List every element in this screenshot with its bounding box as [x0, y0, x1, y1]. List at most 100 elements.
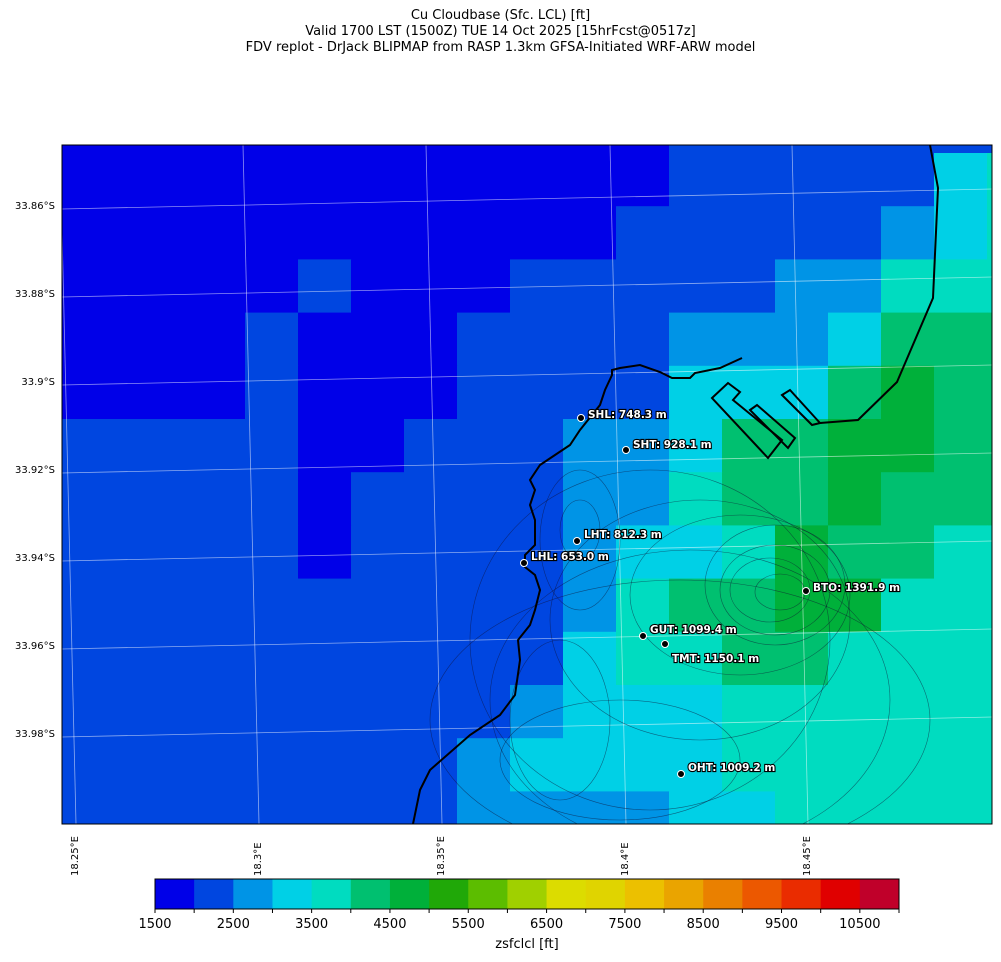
grid-cell — [775, 685, 829, 739]
grid-cell — [669, 206, 723, 260]
grid-cell — [510, 791, 564, 824]
grid-cell — [669, 153, 723, 207]
grid-cell — [775, 578, 829, 633]
grid-cell — [775, 472, 829, 526]
grid-cell — [192, 419, 246, 473]
grid-cell — [987, 525, 992, 580]
longitude-label: 18.25°E — [70, 836, 81, 876]
grid-cell — [245, 525, 299, 580]
grid-cell — [298, 145, 352, 154]
grid-cell — [722, 312, 776, 367]
colorbar-tick-label: 4500 — [373, 917, 407, 932]
grid-cell — [934, 631, 988, 686]
grid-cell — [722, 145, 776, 154]
colorbar-bin — [781, 879, 822, 909]
grid-cell — [828, 145, 882, 154]
colorbar-bin — [859, 879, 900, 909]
grid-cell — [563, 472, 617, 526]
latitude-label: 33.9°S — [21, 377, 55, 388]
grid-cell — [351, 791, 405, 824]
grid-cell — [86, 525, 140, 580]
terrain-contour — [499, 699, 741, 821]
grid-cell — [298, 365, 352, 420]
station-marker[interactable] — [802, 587, 810, 595]
latitude-line — [62, 188, 992, 210]
grid-cell — [457, 791, 511, 824]
station-marker[interactable] — [622, 446, 630, 454]
grid-cell — [404, 631, 458, 686]
grid-cell — [987, 259, 992, 314]
grid-cell — [86, 312, 140, 367]
grid-cell — [245, 365, 299, 420]
station-marker[interactable] — [677, 770, 685, 778]
grid-cell — [351, 578, 405, 633]
colorbar-tick-label: 9500 — [764, 917, 799, 932]
colorbar-bin — [664, 879, 704, 909]
grid-cell — [881, 631, 935, 686]
latitude-label: 33.88°S — [15, 289, 55, 300]
grid-cell — [404, 206, 458, 260]
grid-cell — [669, 472, 723, 526]
grid-cell — [828, 685, 882, 739]
grid-cell — [828, 791, 882, 824]
grid-cell — [563, 419, 617, 473]
grid-cell — [510, 365, 564, 420]
grid-cell — [62, 153, 87, 207]
grid-cell — [86, 472, 140, 526]
grid-cell — [987, 631, 992, 686]
station-marker[interactable] — [573, 537, 581, 545]
grid-cell — [510, 525, 564, 580]
grid-cell — [828, 206, 882, 260]
breakwater — [780, 388, 822, 427]
colorbar-bin — [272, 879, 313, 909]
grid-cell — [881, 259, 935, 314]
colorbar-bin — [624, 879, 665, 909]
station-marker[interactable] — [661, 640, 669, 648]
terrain-contour — [489, 549, 891, 824]
grid-cell — [245, 153, 299, 207]
grid-cell — [775, 312, 829, 367]
grid-cell — [62, 145, 87, 154]
colorbar-bin — [311, 879, 352, 909]
coastline-west — [412, 357, 743, 824]
grid-cell — [616, 365, 670, 420]
grid-cell — [351, 472, 405, 526]
station-marker[interactable] — [577, 414, 585, 422]
grid-cell — [828, 259, 882, 314]
grid-cell — [298, 472, 352, 526]
grid-cell — [245, 738, 299, 792]
grid-cell — [139, 312, 193, 367]
grid-cell — [934, 791, 988, 824]
grid-cell — [510, 153, 564, 207]
grid-cell — [192, 631, 246, 686]
terrain-contour — [429, 579, 931, 824]
grid-cell — [934, 578, 988, 633]
grid-cell — [298, 685, 352, 739]
station-marker[interactable] — [520, 559, 528, 567]
grid-cell — [828, 472, 882, 526]
grid-cell — [86, 259, 140, 314]
grid-cell — [563, 738, 617, 792]
grid-cell — [298, 631, 352, 686]
grid-cell — [62, 206, 87, 260]
grid-cell — [669, 631, 723, 686]
grid-cell — [139, 578, 193, 633]
grid-cell — [404, 419, 458, 473]
grid-cell — [934, 259, 988, 314]
grid-cell — [139, 738, 193, 792]
grid-cell — [669, 578, 723, 633]
grid-cell — [86, 365, 140, 420]
grid-cell — [669, 365, 723, 420]
grid-cell — [62, 525, 87, 580]
grid-cell — [828, 631, 882, 686]
grid-cell — [881, 791, 935, 824]
grid-cell — [457, 145, 511, 154]
terrain-contour — [549, 499, 851, 741]
latitude-line — [62, 276, 992, 298]
latitude-label: 33.92°S — [15, 465, 55, 476]
grid-cell — [881, 419, 935, 473]
grid-cell — [62, 791, 87, 824]
grid-cell — [510, 312, 564, 367]
station-marker[interactable] — [639, 632, 647, 640]
grid-cell — [616, 259, 670, 314]
